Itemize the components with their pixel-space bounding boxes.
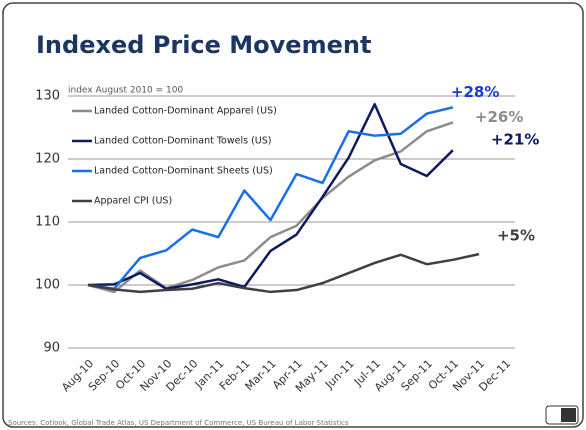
- series-line: [87, 102, 454, 291]
- y-tick-label: 100: [35, 278, 60, 293]
- legend-label: Apparel CPI (US): [94, 196, 172, 207]
- series-line: [87, 252, 480, 294]
- annotation: +26%: [475, 108, 523, 126]
- subtitle: index August 2010 = 100: [68, 86, 183, 96]
- y-tick-label: 130: [35, 89, 60, 104]
- annotation: +5%: [497, 227, 535, 245]
- annotation: +28%: [451, 83, 499, 101]
- series-line: [87, 106, 454, 291]
- y-tick-label: 120: [35, 152, 60, 167]
- source: Sources: Cotlook, Global Trade Atlas, US…: [8, 419, 349, 427]
- annotation: +21%: [491, 131, 539, 149]
- logo: [545, 405, 579, 425]
- legend-label: Landed Cotton-Dominant Towels (US): [94, 136, 271, 147]
- legend-label: Landed Cotton-Dominant Apparel (US): [94, 106, 277, 117]
- legend-label: Landed Cotton-Dominant Sheets (US): [94, 166, 273, 177]
- series-line: [87, 121, 454, 294]
- chart-title: Indexed Price Movement: [36, 31, 371, 59]
- y-tick-label: 90: [43, 341, 60, 356]
- y-tick-label: 110: [35, 215, 60, 230]
